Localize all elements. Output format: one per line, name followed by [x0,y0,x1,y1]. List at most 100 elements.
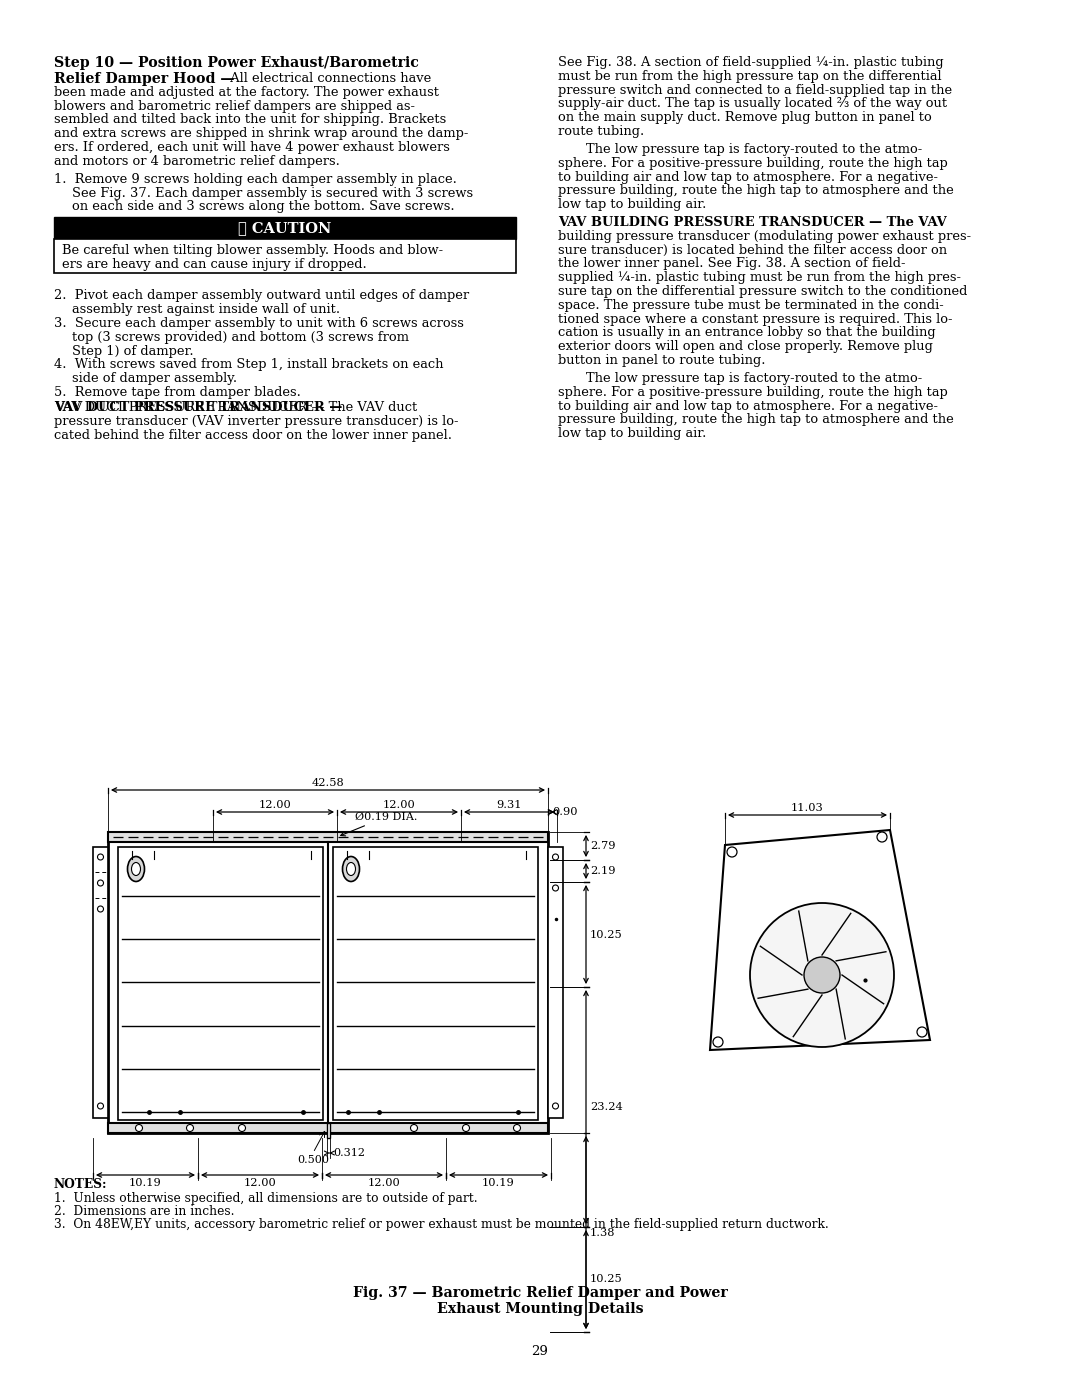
Circle shape [513,1125,521,1132]
Text: top (3 screws provided) and bottom (3 screws from: top (3 screws provided) and bottom (3 sc… [72,331,409,344]
Text: to building air and low tap to atmosphere. For a negative-: to building air and low tap to atmospher… [558,400,939,412]
Text: tioned space where a constant pressure is required. This lo-: tioned space where a constant pressure i… [558,313,953,326]
Text: 11.03: 11.03 [792,803,824,813]
Text: supplied ¼-in. plastic tubing must be run from the high pres-: supplied ¼-in. plastic tubing must be ru… [558,271,961,284]
Circle shape [750,902,894,1046]
Ellipse shape [347,862,355,876]
Text: 0.312: 0.312 [334,1148,365,1158]
Text: ⚠ CAUTION: ⚠ CAUTION [239,221,332,235]
Bar [548,847,563,1118]
Text: on the main supply duct. Remove plug button in panel to: on the main supply duct. Remove plug but… [558,112,932,124]
Text: VAV DUCT PRESSURE TRANSDUCER —: VAV DUCT PRESSURE TRANSDUCER — [54,401,342,415]
Circle shape [553,854,558,861]
Text: Step 1) of damper.: Step 1) of damper. [72,345,193,358]
Text: must be run from the high pressure tap on the differential: must be run from the high pressure tap o… [558,70,942,82]
Circle shape [97,854,104,861]
Text: assembly rest against inside wall of unit.: assembly rest against inside wall of uni… [72,303,340,316]
Circle shape [877,833,887,842]
Bar [108,833,548,842]
Text: 10.19: 10.19 [482,1178,515,1187]
Text: 10.19: 10.19 [130,1178,162,1187]
Circle shape [553,886,558,891]
Text: space. The pressure tube must be terminated in the condi-: space. The pressure tube must be termina… [558,299,944,312]
Ellipse shape [127,856,145,882]
Text: 3.  On 48EW,EY units, accessory barometric relief or power exhaust must be mount: 3. On 48EW,EY units, accessory barometri… [54,1218,828,1231]
Text: low tap to building air.: low tap to building air. [558,198,706,211]
Circle shape [713,1037,723,1046]
Text: 12.00: 12.00 [367,1178,401,1187]
Text: 10.25: 10.25 [590,929,623,940]
Text: 1.  Remove 9 screws holding each damper assembly in place.: 1. Remove 9 screws holding each damper a… [54,173,457,186]
Text: pressure building, route the high tap to atmosphere and the: pressure building, route the high tap to… [558,184,954,197]
Text: The low pressure tap is factory-routed to the atmo-: The low pressure tap is factory-routed t… [586,372,922,386]
Bar [108,833,548,1133]
Text: 5.  Remove tape from damper blades.: 5. Remove tape from damper blades. [54,386,301,400]
Text: pressure transducer (VAV inverter pressure transducer) is lo-: pressure transducer (VAV inverter pressu… [54,415,459,427]
Text: 0.90: 0.90 [552,807,578,817]
Text: Step 10 — Position Power Exhaust/Barometric: Step 10 — Position Power Exhaust/Baromet… [54,56,419,70]
Text: ers are heavy and can cause injury if dropped.: ers are heavy and can cause injury if dr… [62,257,367,271]
Text: 1.38: 1.38 [590,1228,616,1238]
Text: ers. If ordered, each unit will have 4 power exhaust blowers: ers. If ordered, each unit will have 4 p… [54,141,450,154]
Text: The low pressure tap is factory-routed to the atmo-: The low pressure tap is factory-routed t… [586,142,922,156]
Text: 2.19: 2.19 [590,866,616,876]
Text: sembled and tilted back into the unit for shipping. Brackets: sembled and tilted back into the unit fo… [54,113,446,126]
Bar [108,1123,548,1133]
Circle shape [804,957,840,993]
Circle shape [462,1125,470,1132]
Text: sure tap on the differential pressure switch to the conditioned: sure tap on the differential pressure sw… [558,285,968,298]
Circle shape [553,1104,558,1109]
Text: 12.00: 12.00 [382,800,416,810]
Text: 0.500: 0.500 [297,1155,329,1165]
Text: 12.00: 12.00 [258,800,292,810]
Bar [118,847,323,1120]
Text: been made and adjusted at the factory. The power exhaust: been made and adjusted at the factory. T… [54,85,438,99]
Text: 10.25: 10.25 [590,1274,623,1284]
Text: pressure switch and connected to a field-supplied tap in the: pressure switch and connected to a field… [558,84,953,96]
Text: sphere. For a positive-pressure building, route the high tap: sphere. For a positive-pressure building… [558,156,948,170]
Text: 4.  With screws saved from Step 1, install brackets on each: 4. With screws saved from Step 1, instal… [54,359,444,372]
Text: Fig. 37 — Barometric Relief Damper and Power: Fig. 37 — Barometric Relief Damper and P… [353,1287,727,1301]
Text: 29: 29 [531,1345,549,1358]
Text: All electrical connections have: All electrical connections have [222,73,431,85]
Circle shape [727,847,737,856]
Text: and extra screws are shipped in shrink wrap around the damp-: and extra screws are shipped in shrink w… [54,127,469,140]
Text: Be careful when tilting blower assembly. Hoods and blow-: Be careful when tilting blower assembly.… [62,244,443,257]
Text: Exhaust Mounting Details: Exhaust Mounting Details [436,1302,644,1316]
Bar [54,239,516,272]
Polygon shape [710,830,930,1051]
Text: 1.  Unless otherwise specified, all dimensions are to outside of part.: 1. Unless otherwise specified, all dimen… [54,1192,477,1206]
Text: blowers and barometric relief dampers are shipped as-: blowers and barometric relief dampers ar… [54,99,415,113]
Circle shape [97,907,104,912]
Text: building pressure transducer (modulating power exhaust pres-: building pressure transducer (modulating… [558,231,971,243]
Text: 2.  Pivot each damper assembly outward until edges of damper: 2. Pivot each damper assembly outward un… [54,289,469,303]
Circle shape [135,1125,143,1132]
Text: side of damper assembly.: side of damper assembly. [72,372,238,386]
Circle shape [97,880,104,886]
Bar [333,847,538,1120]
Text: 2.  Dimensions are in inches.: 2. Dimensions are in inches. [54,1206,234,1218]
Text: 3.  Secure each damper assembly to unit with 6 screws across: 3. Secure each damper assembly to unit w… [54,317,464,330]
Text: button in panel to route tubing.: button in panel to route tubing. [558,353,766,367]
Text: VAV BUILDING PRESSURE TRANSDUCER — The VAV: VAV BUILDING PRESSURE TRANSDUCER — The V… [558,217,947,229]
Text: to building air and low tap to atmosphere. For a negative-: to building air and low tap to atmospher… [558,170,939,183]
Bar [93,847,108,1118]
Text: 12.00: 12.00 [244,1178,276,1187]
Text: exterior doors will open and close properly. Remove plug: exterior doors will open and close prope… [558,341,933,353]
Circle shape [917,1027,927,1037]
Ellipse shape [132,862,140,876]
Bar [326,1123,329,1139]
Text: 23.24: 23.24 [590,1102,623,1112]
Text: low tap to building air.: low tap to building air. [558,427,706,440]
Text: See Fig. 38. A section of field-supplied ¼-in. plastic tubing: See Fig. 38. A section of field-supplied… [558,56,944,68]
Text: on each side and 3 screws along the bottom. Save screws.: on each side and 3 screws along the bott… [72,200,455,214]
Text: VAV DUCT PRESSURE TRANSDUCER — The VAV duct: VAV DUCT PRESSURE TRANSDUCER — The VAV d… [54,401,417,415]
Text: sphere. For a positive-pressure building, route the high tap: sphere. For a positive-pressure building… [558,386,948,398]
Circle shape [187,1125,193,1132]
Text: the lower inner panel. See Fig. 38. A section of field-: the lower inner panel. See Fig. 38. A se… [558,257,905,271]
Text: pressure building, route the high tap to atmosphere and the: pressure building, route the high tap to… [558,414,954,426]
Text: 9.31: 9.31 [496,800,522,810]
Text: supply-air duct. The tap is usually located ⅔ of the way out: supply-air duct. The tap is usually loca… [558,98,947,110]
Text: Ø0.19 DIA.: Ø0.19 DIA. [340,812,417,835]
Text: sure transducer) is located behind the filter access door on: sure transducer) is located behind the f… [558,243,947,257]
